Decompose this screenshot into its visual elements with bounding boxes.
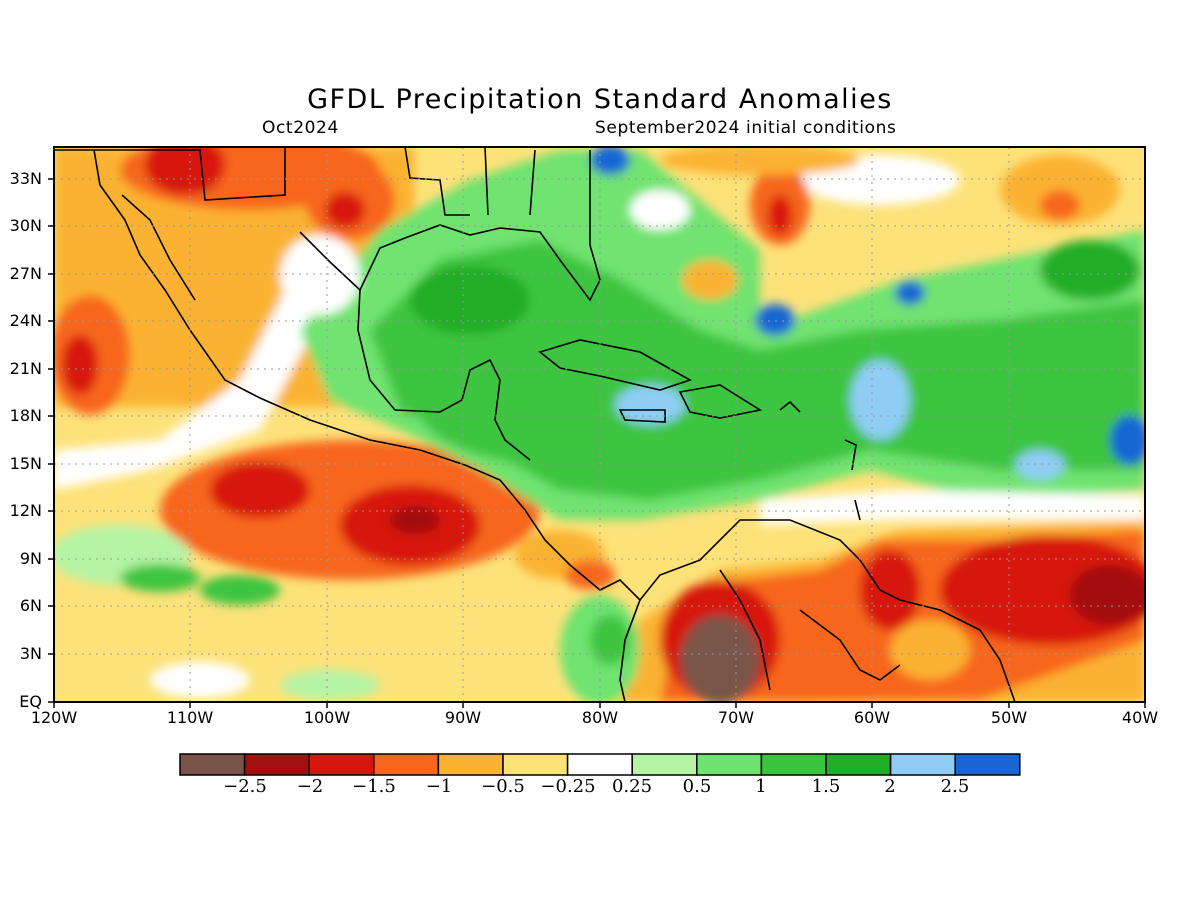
y-tick-label: EQ xyxy=(19,692,42,711)
colorbar-swatch xyxy=(954,753,1021,776)
colorbar-label: 1.5 xyxy=(811,776,841,797)
colorbar-swatch xyxy=(179,753,246,776)
y-tick-label: 24N xyxy=(9,311,42,330)
x-tick-label: 60W xyxy=(853,708,891,727)
colorbar-label: −0.5 xyxy=(481,776,525,797)
y-tick-label: 15N xyxy=(9,454,42,473)
y-tick-label: 12N xyxy=(9,501,42,520)
colorbar-label: 2 xyxy=(884,776,896,797)
colorbar-swatch xyxy=(437,753,504,776)
colorbar-swatch xyxy=(243,753,310,776)
valid-month-label: Oct2024 xyxy=(262,118,339,138)
coastlines xyxy=(54,147,1016,702)
colorbar-label: −1 xyxy=(425,776,453,797)
colorbar-swatch xyxy=(631,753,698,776)
y-tick-label: 33N xyxy=(9,169,42,188)
colorbar-swatch xyxy=(889,753,956,776)
x-tick-label: 70W xyxy=(717,708,755,727)
lat-lon-grid xyxy=(54,147,1145,702)
init-conditions-label: September2024 initial conditions xyxy=(595,118,897,138)
map-title: GFDL Precipitation Standard Anomalies xyxy=(307,84,893,115)
x-tick-label: 80W xyxy=(581,708,619,727)
colorbar-label: 2.5 xyxy=(940,776,970,797)
colorbar-label: −2.5 xyxy=(223,776,267,797)
y-tick-label: 3N xyxy=(19,644,42,663)
x-tick-label: 50W xyxy=(990,708,1028,727)
y-tick-label: 9N xyxy=(19,549,42,568)
axis-ticks xyxy=(48,178,1146,708)
colorbar-label: −2 xyxy=(296,776,324,797)
y-tick-label: 21N xyxy=(9,359,42,378)
colorbar-swatch xyxy=(825,753,892,776)
colorbar-swatch xyxy=(566,753,633,776)
anomaly-field xyxy=(54,147,1145,702)
x-tick-label: 110W xyxy=(166,708,214,727)
x-tick-label: 90W xyxy=(444,708,482,727)
colorbar-swatch xyxy=(696,753,763,776)
colorbar-label: 1 xyxy=(755,776,767,797)
colorbar-swatch xyxy=(308,753,375,776)
x-tick-label: 120W xyxy=(30,708,78,727)
colorbar-label: 0.25 xyxy=(611,776,653,797)
colorbar-swatch xyxy=(760,753,827,776)
colorbar-swatch xyxy=(502,753,569,776)
colorbar-label: −1.5 xyxy=(352,776,396,797)
colorbar-label: 0.5 xyxy=(682,776,712,797)
y-tick-label: 6N xyxy=(19,596,42,615)
x-tick-label: 100W xyxy=(303,708,351,727)
colorbar-label: −0.25 xyxy=(540,776,596,797)
x-tick-label: 40W xyxy=(1121,708,1159,727)
y-tick-label: 27N xyxy=(9,264,42,283)
colorbar xyxy=(179,753,1021,776)
y-tick-label: 30N xyxy=(9,216,42,235)
colorbar-swatch xyxy=(373,753,440,776)
y-tick-label: 18N xyxy=(9,406,42,425)
